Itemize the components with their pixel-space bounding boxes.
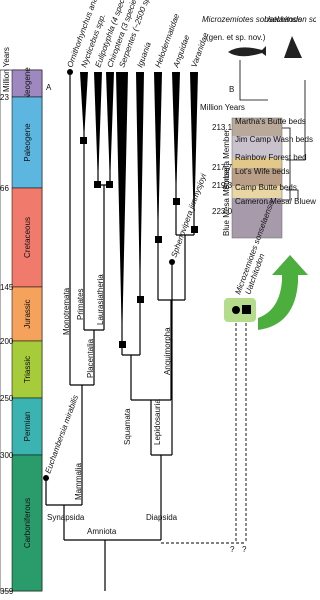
- clade-label: Monotremata: [62, 287, 71, 335]
- age-label: 66: [0, 184, 9, 193]
- taxon-label: Microzemiotes sonselaensis: [202, 15, 302, 24]
- period-label: Jurassic: [23, 299, 32, 328]
- member-label: Blue Mesa Member: [222, 166, 231, 236]
- clade-label: Synapsida: [47, 513, 85, 522]
- age-label: 200: [0, 337, 14, 346]
- age-label: 223.0: [212, 207, 233, 216]
- period-band: [11, 286, 43, 342]
- bed-label: Martha's Butte beds: [235, 117, 306, 126]
- axis-title: Million Years: [2, 47, 11, 92]
- member-label: Sonsela Member: [222, 129, 231, 190]
- age-label: 359: [0, 587, 14, 596]
- panel-label: A: [46, 83, 52, 92]
- clade-wedges: [43, 69, 198, 481]
- clade-label: Amniota: [87, 527, 117, 536]
- age-label: 300: [0, 451, 14, 460]
- period-label: Carboniferous: [23, 498, 32, 548]
- bed-label: Rainbow Forest bed: [235, 153, 307, 162]
- age-label: 250: [0, 394, 14, 403]
- fish-silhouette: [228, 46, 266, 57]
- bed-label: Jim Camp Wash beds: [235, 135, 313, 144]
- period-label: Paleogene: [23, 123, 32, 162]
- clade-label: Diapsida: [146, 513, 178, 522]
- strat-column: [231, 60, 306, 239]
- clade-label: Mammalia: [74, 463, 83, 500]
- square: [242, 305, 251, 314]
- period-band: [11, 340, 43, 399]
- taxon-note: (gen. et sp. nov.): [206, 33, 266, 42]
- age-label: 219.3: [212, 181, 233, 190]
- arrow: [258, 255, 308, 330]
- taxon-label: Iguania: [135, 40, 153, 68]
- age-label: 23: [0, 93, 9, 102]
- period-label: Neogene: [23, 67, 32, 100]
- tooth-silhouette: [284, 36, 302, 58]
- clade-label: Primates: [76, 288, 85, 320]
- bed-label: Lot's Wife beds: [235, 167, 289, 176]
- period-band: [11, 69, 43, 98]
- period-band: [11, 397, 43, 456]
- age-label: 145: [0, 283, 14, 292]
- period-band: [11, 187, 43, 288]
- period-label: Triassic: [23, 356, 32, 383]
- period-label: Cretaceous: [23, 217, 32, 258]
- uncertain-mark: ?: [230, 545, 235, 554]
- clade-label: Squamata: [123, 408, 132, 445]
- period-band: [11, 454, 43, 592]
- clade-label: Laurasiatheria: [96, 274, 105, 325]
- taxon-label: Uatchitodon schneideri: [264, 15, 316, 24]
- clade-label: Anguimorpha: [163, 327, 172, 375]
- age-label: 213.1: [212, 123, 233, 132]
- taxon-label: Sphenovipera jimmysjoyi: [169, 172, 208, 258]
- age-label: 217.7: [212, 163, 233, 172]
- taxon-label: Euchambersia mirabilis: [43, 394, 80, 475]
- bed-label: Cameron Mesa/ Bluewater Creek Member: [235, 197, 316, 206]
- clade-label: Placentalia: [86, 338, 95, 378]
- period-band: [11, 96, 43, 189]
- axis-title: Million Years: [200, 103, 245, 112]
- dot: [232, 306, 240, 314]
- uncertain-mark: ?: [242, 545, 247, 554]
- clade-label: Lepidosauria: [153, 399, 162, 445]
- panel-label: B: [229, 85, 234, 94]
- period-label: Permian: [23, 412, 32, 442]
- taxon-label: Anguidae: [171, 33, 192, 69]
- bed-label: Camp Butte beds: [235, 183, 297, 192]
